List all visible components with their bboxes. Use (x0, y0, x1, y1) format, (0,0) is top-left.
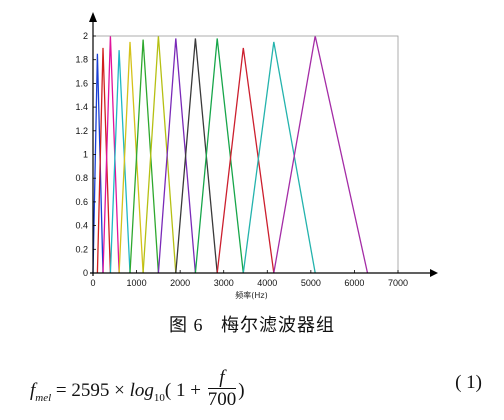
x-axis-label: 频率(Hz) (235, 290, 267, 300)
y-tick-label: 0.4 (75, 221, 88, 231)
eq-log-base: 10 (153, 391, 165, 404)
x-tick-label: 2000 (170, 278, 190, 288)
y-tick-label: 0 (83, 268, 88, 278)
y-tick-label: 0.6 (75, 197, 88, 207)
caption-title: 梅尔滤波器组 (221, 315, 335, 335)
eq-frac-num: f (207, 368, 237, 389)
y-tick-label: 0.2 (75, 244, 88, 254)
caption-label: 图 6 (169, 315, 204, 335)
eq-const: = 2595 × (55, 379, 125, 401)
mel-filterbank-figure: 0 0.2 0.4 0.6 0.8 1 1.2 1.4 1.6 1.8 2 0 1000 2000 3000… (75, 12, 438, 300)
eq-lhs-sub: mel (35, 391, 52, 404)
x-axis-arrow (430, 269, 438, 277)
eq-frac-den: 700 (207, 389, 237, 410)
y-tick-label: 0.8 (75, 173, 88, 183)
filter-series-4 (109, 50, 131, 274)
y-axis-arrow (89, 12, 97, 22)
eq-fraction: f 700 (207, 368, 237, 411)
figure-caption: 图 6 梅尔滤波器组 (0, 311, 504, 337)
filter-series-6 (129, 39, 160, 274)
x-tick-label: 0 (90, 278, 95, 288)
filter-series-13 (273, 35, 369, 274)
y-tick-label: 2 (83, 31, 88, 41)
eq-paren-close: ) (238, 379, 245, 401)
filter-series-10 (194, 38, 244, 274)
filter-series-7 (142, 35, 177, 274)
eq-log: log (129, 379, 154, 401)
filter-series-3 (102, 35, 120, 274)
equation-body: fmel = 2595 × log10( 1 + f 700 ) (30, 368, 245, 413)
y-tick-label: 1 (83, 150, 88, 160)
y-tick-label: 1.4 (75, 102, 88, 112)
filter-series-2 (96, 47, 112, 274)
x-tick-label: 6000 (344, 278, 364, 288)
eq-paren-open: ( 1 + (164, 379, 201, 401)
filter-series-5 (118, 41, 144, 274)
x-tick-label: 7000 (388, 278, 408, 288)
y-tick-label: 1.6 (75, 78, 88, 88)
y-tick-label: 1.2 (75, 126, 88, 136)
plot-frame (92, 35, 399, 274)
mel-equation: fmel = 2595 × log10( 1 + f 700 ) ( 1) (30, 356, 500, 416)
x-tick-label: 3000 (214, 278, 234, 288)
x-tick-label: 5000 (301, 278, 321, 288)
mel-filterbank-chart: 0 0.2 0.4 0.6 0.8 1 1.2 1.4 1.6 1.8 2 0 1000 2000 3000… (75, 12, 438, 300)
filter-series-8 (157, 38, 197, 274)
filter-series-9 (175, 38, 218, 274)
filter-series-1 (92, 53, 104, 274)
equation-number: ( 1) (455, 372, 482, 393)
y-tick-label: 1.8 (75, 55, 88, 65)
eq-lhs: f (30, 379, 36, 401)
filter-series-12 (242, 41, 316, 274)
x-tick-label: 4000 (257, 278, 277, 288)
filter-series-11 (216, 47, 275, 274)
x-tick-label: 1000 (127, 278, 147, 288)
